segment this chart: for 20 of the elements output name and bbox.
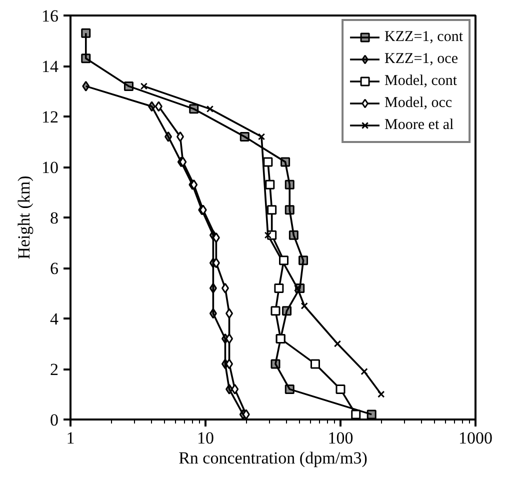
y-tick-label: 8 <box>50 208 58 228</box>
legend-label: Model, occ <box>384 94 452 112</box>
y-tick-label: 10 <box>42 158 58 177</box>
y-tick-label: 0 <box>50 410 58 430</box>
x-tick-label: 1 <box>66 428 75 448</box>
y-tick-label: 2 <box>50 360 58 379</box>
x-tick-label: 10 <box>197 428 214 448</box>
x-tick-label: 1000 <box>458 428 492 448</box>
legend-label: Moore et al <box>384 116 454 134</box>
legend-label: KZZ=1, oce <box>384 50 458 68</box>
y-tick-label: 14 <box>42 57 59 76</box>
y-tick-label: 16 <box>42 6 58 26</box>
y-tick-label: 4 <box>50 310 59 328</box>
legend-label: KZZ=1, cont <box>384 28 463 46</box>
y-tick-label: 6 <box>50 259 58 278</box>
y-tick-label: 12 <box>42 108 58 126</box>
legend-label: Model, cont <box>384 72 458 90</box>
x-tick-label: 100 <box>328 428 354 448</box>
y-axis-title: Height (km) <box>14 176 34 260</box>
x-axis-title: Rn concentration (dpm/m3) <box>178 448 368 468</box>
